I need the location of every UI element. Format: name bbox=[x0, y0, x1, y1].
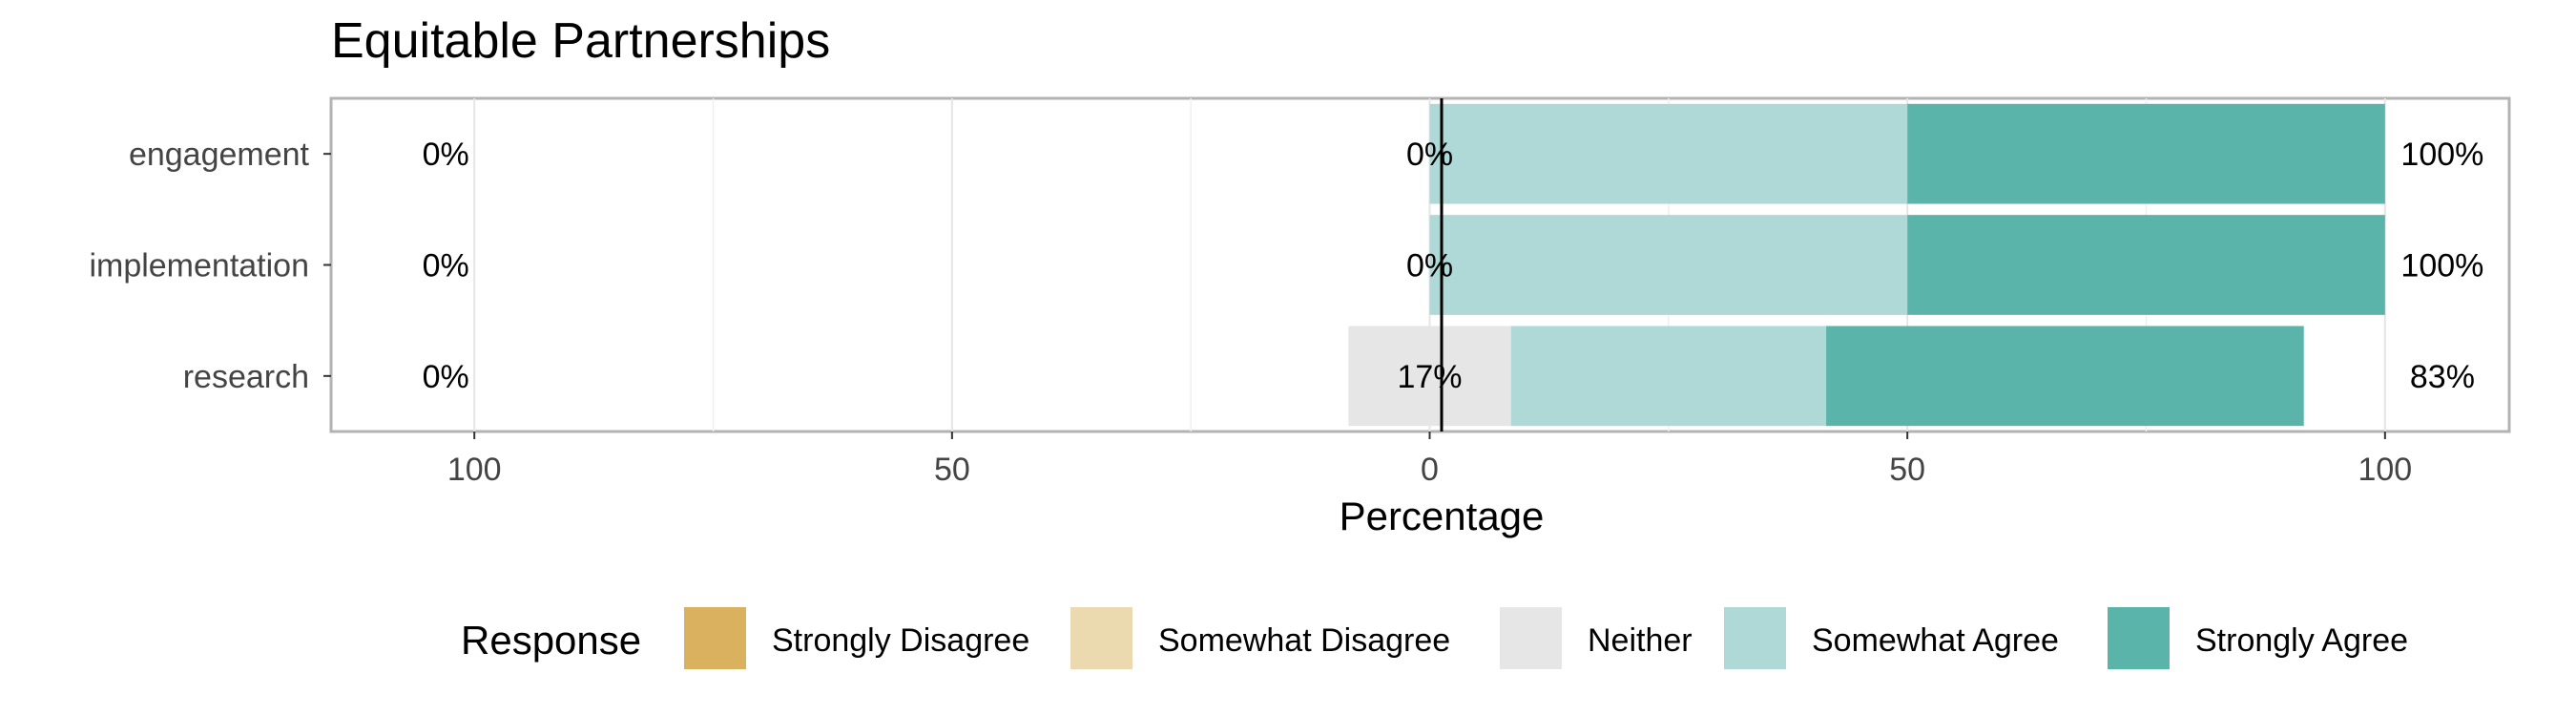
legend-label: Somewhat Disagree bbox=[1158, 622, 1450, 659]
x-tick-label: 100 bbox=[2358, 452, 2412, 488]
category-label: engagement bbox=[129, 137, 310, 173]
left-percent-label: 0% bbox=[423, 248, 469, 284]
chart-title: Equitable Partnerships bbox=[331, 13, 830, 69]
legend: Response Strongly Disagree Somewhat Disagr… bbox=[461, 605, 2408, 671]
legend-key-somewhat-agree bbox=[1722, 605, 1788, 671]
right-percent-label: 100% bbox=[2400, 248, 2483, 284]
category-label: implementation bbox=[89, 248, 309, 284]
legend-key-strongly-agree bbox=[2106, 605, 2171, 671]
x-axis-title: Percentage bbox=[1340, 494, 1545, 538]
x-tick-label: 50 bbox=[934, 452, 970, 488]
bar-somewhat-agree bbox=[1429, 215, 1908, 315]
legend-key-strongly-disagree bbox=[682, 605, 748, 671]
category-label: research bbox=[183, 359, 309, 395]
legend-label: Somewhat Agree bbox=[1812, 622, 2059, 659]
x-axis: 100 50 0 50 100 bbox=[447, 432, 2412, 488]
x-tick-label: 100 bbox=[447, 452, 502, 488]
right-percent-label: 100% bbox=[2400, 137, 2483, 173]
bar-neither bbox=[1348, 326, 1511, 427]
center-percent-label: 17% bbox=[1397, 359, 1462, 395]
data-label-layer: 0% 0% 100% 0% 0% 100% 0% 17% 83% bbox=[423, 137, 2484, 395]
legend-label: Strongly Agree bbox=[2195, 622, 2408, 659]
x-tick-label: 0 bbox=[1421, 452, 1439, 488]
bar-strongly-agree bbox=[1826, 326, 2304, 427]
category-axis: engagement implementation research bbox=[89, 137, 331, 395]
bar-somewhat-agree bbox=[1429, 103, 1908, 204]
legend-label: Neither bbox=[1588, 622, 1693, 659]
center-percent-label: 0% bbox=[1406, 137, 1453, 173]
left-percent-label: 0% bbox=[423, 359, 469, 395]
bar-somewhat-agree bbox=[1510, 326, 1827, 427]
bar-layer bbox=[1348, 103, 2385, 427]
bar-strongly-agree bbox=[1907, 103, 2385, 204]
legend-label: Strongly Disagree bbox=[772, 622, 1029, 659]
legend-key-neither bbox=[1498, 605, 1564, 671]
center-percent-label: 0% bbox=[1406, 248, 1453, 284]
legend-key-somewhat-disagree bbox=[1069, 605, 1134, 671]
x-tick-label: 50 bbox=[1889, 452, 1925, 488]
bar-strongly-agree bbox=[1907, 215, 2385, 315]
left-percent-label: 0% bbox=[423, 137, 469, 173]
legend-title: Response bbox=[461, 618, 641, 663]
right-percent-label: 83% bbox=[2410, 359, 2475, 395]
